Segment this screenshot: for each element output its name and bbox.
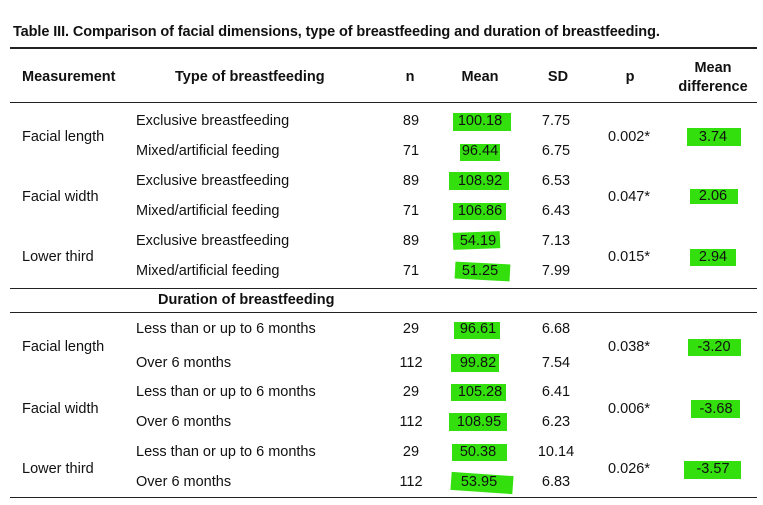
diff-cell: -3.68 (699, 401, 733, 417)
n-cell: 71 (402, 263, 420, 279)
highlight-mean (449, 413, 507, 431)
type-cell: Less than or up to 6 months (136, 384, 316, 400)
mean-cell: 96.61 (459, 321, 497, 337)
highlight-diff (690, 189, 738, 204)
sd-cell: 6.75 (541, 143, 571, 159)
header-rule (10, 102, 757, 103)
mean-cell: 106.86 (457, 203, 503, 219)
highlight-mean (453, 203, 506, 220)
n-cell: 89 (402, 113, 420, 129)
table-title: Table III. Comparison of facial dimensio… (13, 24, 660, 40)
highlight-diff (688, 339, 741, 356)
header-mean-diff-2: difference (678, 79, 748, 95)
type-cell: Exclusive breastfeeding (136, 173, 290, 189)
diff-cell: -3.20 (697, 339, 731, 355)
header-sd: SD (547, 69, 569, 85)
sd-cell: 7.54 (541, 355, 571, 371)
n-cell: 112 (399, 474, 423, 490)
header-n: n (405, 69, 415, 85)
type-cell: Over 6 months (136, 474, 232, 490)
measurement-label: Lower third (22, 249, 94, 265)
type-cell: Exclusive breastfeeding (136, 233, 290, 249)
sd-cell: 6.68 (541, 321, 571, 337)
p-cell: 0.026* (608, 461, 650, 477)
sd-cell: 10.14 (537, 444, 575, 460)
mean-cell: 96.44 (461, 143, 499, 159)
type-cell: Mixed/artificial feeding (136, 143, 280, 159)
title-rule (10, 47, 757, 49)
highlight-diff (684, 461, 741, 479)
measurement-label: Facial width (22, 189, 99, 205)
n-cell: 112 (399, 355, 423, 371)
diff-cell: 2.94 (698, 249, 728, 265)
mean-cell: 54.19 (459, 233, 497, 249)
sd-cell: 6.53 (541, 173, 571, 189)
p-cell: 0.038* (608, 339, 650, 355)
mean-cell: 108.92 (457, 173, 503, 189)
measurement-label: Facial length (22, 339, 105, 355)
sd-cell: 6.43 (541, 203, 571, 219)
highlight-mean (451, 384, 506, 401)
section-heading-duration: Duration of breastfeeding (158, 292, 335, 308)
n-cell: 29 (402, 444, 420, 460)
header-mean: Mean (461, 69, 499, 85)
p-cell: 0.015* (608, 249, 650, 265)
measurement-label: Facial length (22, 129, 105, 145)
header-mean-diff-1: Mean (694, 60, 732, 76)
mean-cell: 50.38 (459, 444, 497, 460)
section-rule (10, 312, 757, 313)
n-cell: 29 (402, 384, 420, 400)
sd-cell: 6.41 (541, 384, 571, 400)
header-measurement: Measurement (22, 69, 116, 85)
p-cell: 0.047* (608, 189, 650, 205)
highlight-mean (453, 113, 511, 131)
mean-cell: 108.95 (456, 414, 502, 430)
highlight-mean (454, 322, 500, 339)
sd-cell: 6.83 (541, 474, 571, 490)
highlight-mean (460, 144, 500, 161)
diff-cell: 2.06 (698, 188, 728, 204)
mean-cell: 53.95 (460, 474, 498, 490)
measurement-label: Lower third (22, 461, 94, 477)
type-cell: Less than or up to 6 months (136, 321, 316, 337)
mean-cell: 51.25 (461, 263, 499, 279)
highlight-mean (449, 172, 509, 190)
highlight-diff (691, 400, 740, 418)
section-rule (10, 288, 757, 289)
mean-cell: 99.82 (459, 355, 497, 371)
bottom-rule (10, 497, 757, 498)
n-cell: 29 (402, 321, 420, 337)
sd-cell: 7.99 (541, 263, 571, 279)
p-cell: 0.006* (608, 401, 650, 417)
mean-cell: 100.18 (457, 113, 503, 129)
highlight-mean (451, 354, 499, 372)
type-cell: Mixed/artificial feeding (136, 203, 280, 219)
measurement-label: Facial width (22, 401, 99, 417)
n-cell: 89 (402, 233, 420, 249)
n-cell: 71 (402, 203, 420, 219)
sd-cell: 6.23 (541, 414, 571, 430)
n-cell: 89 (402, 173, 420, 189)
header-p: p (625, 69, 635, 85)
n-cell: 71 (402, 143, 420, 159)
type-cell: Exclusive breastfeeding (136, 113, 290, 129)
diff-cell: -3.57 (696, 461, 730, 477)
header-type: Type of breastfeeding (175, 69, 325, 85)
mean-cell: 105.28 (457, 384, 503, 400)
sd-cell: 7.13 (541, 233, 571, 249)
highlight-diff (690, 249, 736, 266)
type-cell: Over 6 months (136, 414, 232, 430)
diff-cell: 3.74 (698, 129, 728, 145)
n-cell: 112 (399, 414, 423, 430)
p-cell: 0.002* (608, 129, 650, 145)
sd-cell: 7.75 (541, 113, 571, 129)
type-cell: Mixed/artificial feeding (136, 263, 280, 279)
type-cell: Less than or up to 6 months (136, 444, 316, 460)
highlight-mean (452, 444, 507, 461)
type-cell: Over 6 months (136, 355, 232, 371)
highlight-diff (687, 128, 741, 146)
